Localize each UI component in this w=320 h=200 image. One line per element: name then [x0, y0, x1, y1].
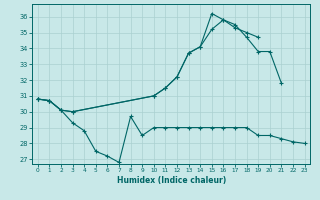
X-axis label: Humidex (Indice chaleur): Humidex (Indice chaleur)	[116, 176, 226, 185]
